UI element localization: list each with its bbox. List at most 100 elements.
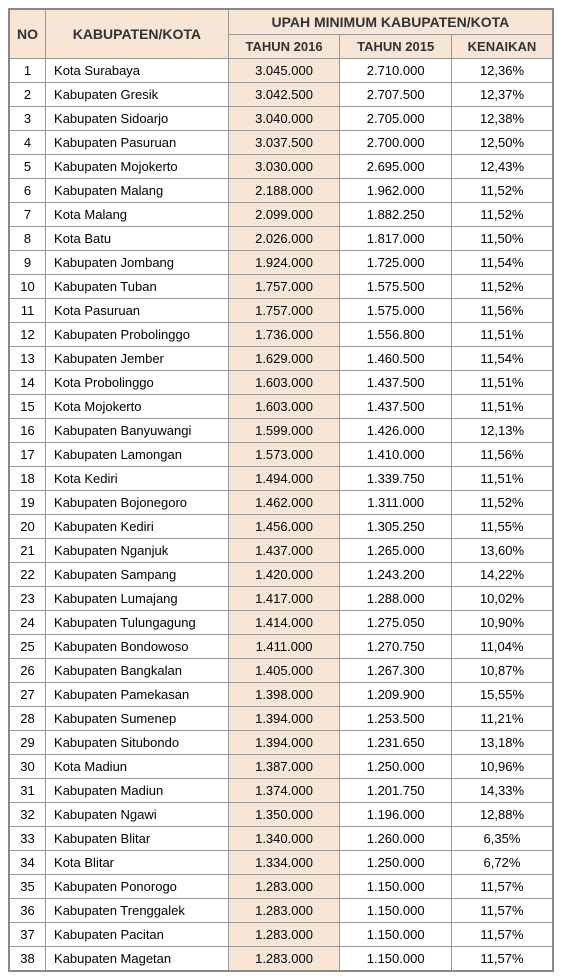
table-row: 7Kota Malang2.099.0001.882.25011,52% [9, 203, 553, 227]
table-row: 23Kabupaten Lumajang1.417.0001.288.00010… [9, 587, 553, 611]
cell-tahun2016: 1.573.000 [228, 443, 340, 467]
cell-tahun2015: 1.288.000 [340, 587, 452, 611]
cell-kenaikan: 11,57% [451, 875, 553, 899]
cell-kenaikan: 6,35% [451, 827, 553, 851]
cell-name: Kabupaten Malang [46, 179, 229, 203]
cell-name: Kabupaten Gresik [46, 83, 229, 107]
cell-kenaikan: 11,51% [451, 395, 553, 419]
cell-name: Kota Madiun [46, 755, 229, 779]
table-row: 12Kabupaten Probolinggo1.736.0001.556.80… [9, 323, 553, 347]
header-tahun2015: TAHUN 2015 [340, 35, 452, 59]
cell-no: 17 [9, 443, 46, 467]
cell-name: Kabupaten Magetan [46, 947, 229, 972]
cell-tahun2015: 1.311.000 [340, 491, 452, 515]
cell-no: 27 [9, 683, 46, 707]
cell-name: Kabupaten Jember [46, 347, 229, 371]
cell-tahun2015: 1.575.500 [340, 275, 452, 299]
cell-kenaikan: 12,50% [451, 131, 553, 155]
wage-table: NO KABUPATEN/KOTA UPAH MINIMUM KABUPATEN… [8, 8, 554, 972]
table-row: 14Kota Probolinggo1.603.0001.437.50011,5… [9, 371, 553, 395]
table-row: 20Kabupaten Kediri1.456.0001.305.25011,5… [9, 515, 553, 539]
cell-tahun2016: 1.736.000 [228, 323, 340, 347]
table-row: 11Kota Pasuruan1.757.0001.575.00011,56% [9, 299, 553, 323]
cell-tahun2016: 3.040.000 [228, 107, 340, 131]
table-row: 8Kota Batu2.026.0001.817.00011,50% [9, 227, 553, 251]
cell-kenaikan: 11,55% [451, 515, 553, 539]
cell-no: 28 [9, 707, 46, 731]
table-row: 4Kabupaten Pasuruan3.037.5002.700.00012,… [9, 131, 553, 155]
cell-name: Kota Blitar [46, 851, 229, 875]
cell-kenaikan: 15,55% [451, 683, 553, 707]
cell-tahun2015: 1.437.500 [340, 371, 452, 395]
cell-no: 8 [9, 227, 46, 251]
cell-no: 7 [9, 203, 46, 227]
cell-name: Kabupaten Bojonegoro [46, 491, 229, 515]
cell-no: 31 [9, 779, 46, 803]
cell-name: Kabupaten Sampang [46, 563, 229, 587]
cell-name: Kabupaten Situbondo [46, 731, 229, 755]
cell-tahun2015: 2.710.000 [340, 59, 452, 83]
cell-no: 12 [9, 323, 46, 347]
cell-no: 22 [9, 563, 46, 587]
cell-tahun2016: 1.394.000 [228, 707, 340, 731]
cell-tahun2016: 1.283.000 [228, 899, 340, 923]
cell-kenaikan: 12,36% [451, 59, 553, 83]
table-body: 1Kota Surabaya3.045.0002.710.00012,36%2K… [9, 59, 553, 972]
cell-no: 37 [9, 923, 46, 947]
cell-tahun2015: 1.437.500 [340, 395, 452, 419]
cell-tahun2015: 2.695.000 [340, 155, 452, 179]
cell-kenaikan: 14,22% [451, 563, 553, 587]
cell-tahun2015: 2.705.000 [340, 107, 452, 131]
cell-tahun2016: 1.334.000 [228, 851, 340, 875]
cell-tahun2015: 1.270.750 [340, 635, 452, 659]
table-row: 26Kabupaten Bangkalan1.405.0001.267.3001… [9, 659, 553, 683]
cell-tahun2015: 1.150.000 [340, 875, 452, 899]
cell-name: Kabupaten Kediri [46, 515, 229, 539]
cell-name: Kabupaten Nganjuk [46, 539, 229, 563]
table-row: 9Kabupaten Jombang1.924.0001.725.00011,5… [9, 251, 553, 275]
cell-name: Kabupaten Madiun [46, 779, 229, 803]
cell-kenaikan: 11,54% [451, 251, 553, 275]
cell-kenaikan: 10,87% [451, 659, 553, 683]
table-row: 17Kabupaten Lamongan1.573.0001.410.00011… [9, 443, 553, 467]
cell-no: 24 [9, 611, 46, 635]
table-row: 3Kabupaten Sidoarjo3.040.0002.705.00012,… [9, 107, 553, 131]
cell-kenaikan: 13,18% [451, 731, 553, 755]
cell-no: 1 [9, 59, 46, 83]
cell-no: 38 [9, 947, 46, 972]
cell-tahun2016: 1.599.000 [228, 419, 340, 443]
cell-kenaikan: 10,90% [451, 611, 553, 635]
cell-name: Kabupaten Pacitan [46, 923, 229, 947]
table-row: 36Kabupaten Trenggalek1.283.0001.150.000… [9, 899, 553, 923]
cell-kenaikan: 11,57% [451, 899, 553, 923]
cell-tahun2015: 1.460.500 [340, 347, 452, 371]
cell-kenaikan: 13,60% [451, 539, 553, 563]
cell-kenaikan: 11,51% [451, 467, 553, 491]
cell-tahun2015: 1.426.000 [340, 419, 452, 443]
cell-name: Kota Batu [46, 227, 229, 251]
header-no: NO [9, 9, 46, 59]
cell-tahun2015: 1.150.000 [340, 923, 452, 947]
table-header: NO KABUPATEN/KOTA UPAH MINIMUM KABUPATEN… [9, 9, 553, 59]
cell-name: Kota Mojokerto [46, 395, 229, 419]
cell-tahun2016: 3.042.500 [228, 83, 340, 107]
cell-no: 35 [9, 875, 46, 899]
cell-tahun2016: 1.629.000 [228, 347, 340, 371]
cell-name: Kota Surabaya [46, 59, 229, 83]
cell-tahun2016: 1.420.000 [228, 563, 340, 587]
cell-kenaikan: 14,33% [451, 779, 553, 803]
table-row: 25Kabupaten Bondowoso1.411.0001.270.7501… [9, 635, 553, 659]
header-kenaikan: KENAIKAN [451, 35, 553, 59]
cell-no: 16 [9, 419, 46, 443]
cell-tahun2016: 1.603.000 [228, 395, 340, 419]
cell-name: Kabupaten Ngawi [46, 803, 229, 827]
cell-tahun2015: 1.817.000 [340, 227, 452, 251]
cell-no: 32 [9, 803, 46, 827]
cell-name: Kabupaten Tulungagung [46, 611, 229, 635]
cell-tahun2016: 1.350.000 [228, 803, 340, 827]
cell-kenaikan: 11,52% [451, 275, 553, 299]
cell-tahun2015: 1.260.000 [340, 827, 452, 851]
table-row: 2Kabupaten Gresik3.042.5002.707.50012,37… [9, 83, 553, 107]
table-row: 1Kota Surabaya3.045.0002.710.00012,36% [9, 59, 553, 83]
cell-tahun2015: 1.150.000 [340, 899, 452, 923]
